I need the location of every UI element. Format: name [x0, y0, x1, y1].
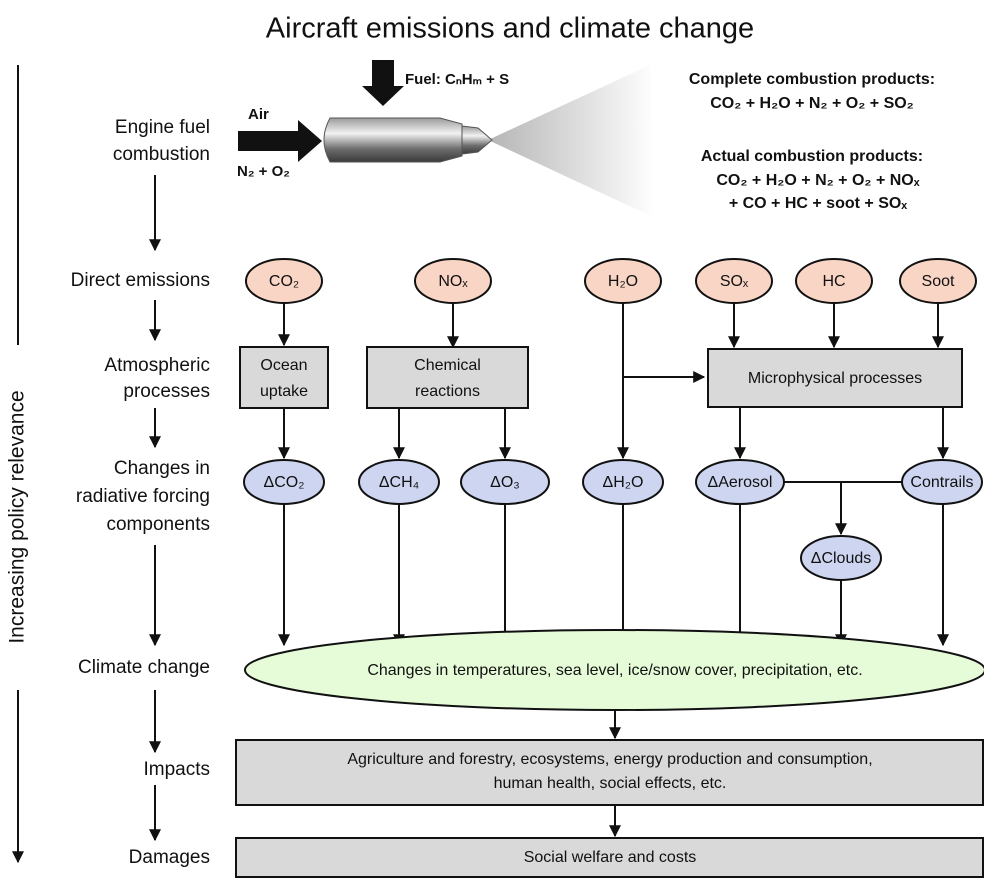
stage-label: components: [106, 514, 210, 535]
stage-label: Impacts: [143, 759, 210, 780]
forcing-node: [358, 459, 440, 505]
stage-label: Climate change: [78, 657, 210, 678]
process-label: Microphysical processes: [748, 370, 922, 387]
impacts-label: Agriculture and forestry, ecosystems, en…: [347, 751, 872, 768]
process-box: [239, 346, 329, 409]
stage-label: radiative forcing: [76, 486, 210, 507]
emission-node: [584, 258, 662, 304]
process-label: uptake: [260, 383, 308, 400]
process-label: Chemical: [414, 357, 481, 374]
engine-body: [323, 117, 463, 163]
stage-label: combustion: [113, 144, 210, 165]
forcing-node: [243, 459, 325, 505]
emission-node: [414, 258, 492, 304]
emission-node: [245, 258, 323, 304]
forcing-label: ΔCO₂: [264, 474, 305, 491]
exhaust-plume: [488, 65, 655, 218]
fuel-arrow-head: [362, 86, 404, 106]
stage-label: processes: [123, 381, 210, 402]
process-label: reactions: [415, 383, 480, 400]
emission-label: HC: [822, 273, 845, 290]
forcing-node: [800, 535, 882, 581]
process-box: [707, 348, 963, 408]
process-label: Ocean: [260, 357, 307, 374]
product-formula: CO₂ + H₂O + N₂ + O₂ + NOₓ: [716, 172, 919, 189]
process-box: [366, 346, 529, 409]
side-label: Increasing policy relevance: [6, 390, 29, 643]
product-formula: CO₂ + H₂O + N₂ + O₂ + SO₂: [710, 95, 914, 112]
emission-label: SOₓ: [720, 273, 749, 290]
product-formula: + CO + HC + soot + SOₓ: [729, 195, 907, 212]
damages-label: Social welfare and costs: [524, 849, 697, 866]
fuel-label: Fuel: CₙHₘ + S: [405, 71, 509, 88]
product-heading: Actual combustion products:: [701, 148, 923, 165]
stage-label: Direct emissions: [71, 270, 210, 291]
impacts-label: human health, social effects, etc.: [494, 775, 727, 792]
forcing-node: [582, 459, 664, 505]
emission-node: [695, 258, 773, 304]
emission-label: NOₓ: [438, 273, 468, 290]
air-composition: N₂ + O₂: [237, 163, 290, 180]
stage-label: Changes in: [114, 458, 210, 479]
forcing-label: ΔO₃: [490, 474, 520, 491]
title: Aircraft emissions and climate change: [266, 13, 754, 45]
emission-label: Soot: [922, 273, 955, 290]
emission-node: [899, 258, 977, 304]
emission-label: H₂O: [608, 273, 638, 290]
stage-label: Engine fuel: [115, 117, 210, 138]
climate-label: Changes in temperatures, sea level, ice/…: [367, 662, 862, 679]
forcing-node: [460, 459, 550, 505]
engine-nozzle: [461, 125, 493, 155]
product-heading: Complete combustion products:: [689, 71, 935, 88]
air-label: Air: [248, 106, 269, 123]
air-arrow-shaft: [238, 131, 300, 151]
emission-label: CO₂: [269, 273, 299, 290]
fuel-arrow-shaft: [372, 60, 394, 88]
climate-node: [244, 629, 984, 711]
forcing-label: ΔAerosol: [708, 474, 773, 491]
stage-label: Atmospheric: [104, 355, 210, 376]
forcing-label: Contrails: [910, 474, 973, 491]
forcing-node: [695, 459, 785, 505]
impacts-box: [235, 739, 984, 806]
stage-label: Damages: [129, 847, 210, 868]
forcing-label: ΔCH₄: [379, 474, 419, 491]
forcing-label: ΔH₂O: [603, 474, 644, 491]
emission-node: [795, 258, 873, 304]
damages-box: [235, 837, 984, 878]
forcing-label: ΔClouds: [811, 550, 872, 567]
air-arrow-head: [298, 120, 322, 162]
forcing-node: [901, 459, 983, 505]
